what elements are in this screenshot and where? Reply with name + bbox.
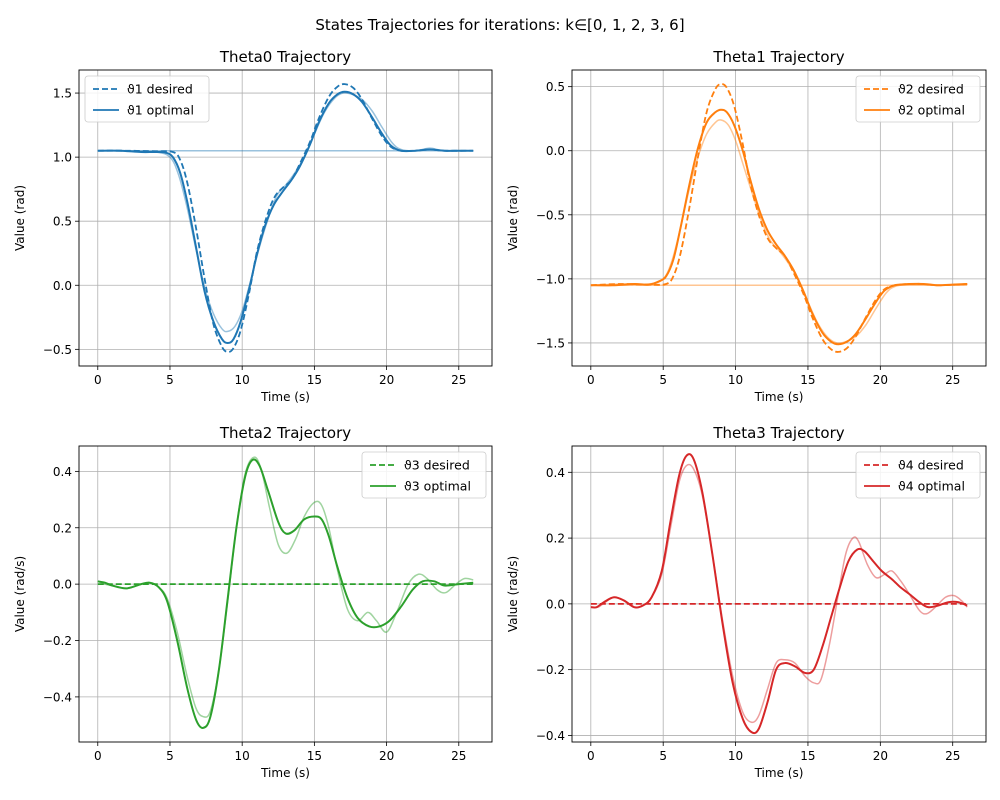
legend-label-1: ϑ2 optimal xyxy=(898,103,965,118)
plot-area xyxy=(590,453,968,735)
x-tick-label-2: 10 xyxy=(235,749,250,763)
y-tick-label-4: 0.5 xyxy=(546,80,565,94)
subplot-title: Theta3 Trajectory xyxy=(712,424,844,442)
y-tick-label-2: 0.5 xyxy=(53,215,72,229)
series-line-0 xyxy=(590,83,968,353)
plot-area xyxy=(590,83,968,353)
x-tick-label-3: 15 xyxy=(307,749,322,763)
y-tick-label-2: 0.0 xyxy=(53,578,72,592)
legend: ϑ3 desired ϑ3 optimal xyxy=(361,451,487,499)
x-axis-label: Time (s) xyxy=(754,390,804,404)
y-tick-label-3: 1.0 xyxy=(53,151,72,165)
series-line-0 xyxy=(97,83,474,353)
x-axis-label: Time (s) xyxy=(260,390,310,404)
legend-label-1: ϑ1 optimal xyxy=(127,103,194,118)
y-tick-label-1: 0.0 xyxy=(53,279,72,293)
legend-label-0: ϑ4 desired xyxy=(898,458,964,473)
y-tick-label-4: 1.5 xyxy=(53,87,72,101)
series-line-3 xyxy=(590,119,968,344)
x-tick-label-3: 15 xyxy=(800,373,815,387)
legend: ϑ1 desired ϑ1 optimal xyxy=(84,75,210,123)
legend-label-0: ϑ1 desired xyxy=(127,82,193,97)
x-tick-label-1: 5 xyxy=(659,373,667,387)
y-tick-label-3: 0.2 xyxy=(546,532,565,546)
x-tick-label-2: 10 xyxy=(235,373,250,387)
x-tick-label-5: 25 xyxy=(451,373,466,387)
y-tick-label-4: 0.4 xyxy=(53,465,72,479)
x-tick-label-5: 25 xyxy=(945,373,960,387)
x-tick-label-1: 5 xyxy=(166,373,174,387)
axes-frame xyxy=(78,69,493,367)
y-tick-label-2: 0.0 xyxy=(546,597,565,611)
legend-label-0: ϑ3 desired xyxy=(404,458,470,473)
x-tick-label-2: 10 xyxy=(728,373,743,387)
y-tick-label-0: −1.5 xyxy=(536,336,565,350)
x-tick-label-4: 20 xyxy=(379,749,394,763)
x-tick-label-4: 20 xyxy=(873,373,888,387)
axes-frame xyxy=(78,445,493,743)
series-line-1 xyxy=(97,458,474,729)
x-tick-label-0: 0 xyxy=(94,373,102,387)
y-tick-label-0: −0.4 xyxy=(536,729,565,743)
x-axis-label: Time (s) xyxy=(754,766,804,780)
series-line-2 xyxy=(590,463,968,724)
y-tick-label-3: 0.2 xyxy=(53,521,72,535)
subplot-1: 0 5 10 15 20 25 −1.5 −1.0 −0.5 0.0 0.5 Theta1 Traje… xyxy=(506,48,987,404)
subplot-title: Theta2 Trajectory xyxy=(219,424,351,442)
plot-area xyxy=(97,83,474,353)
x-tick-label-2: 10 xyxy=(728,749,743,763)
x-tick-label-3: 15 xyxy=(307,373,322,387)
subplot-2: 0 5 10 15 20 25 −0.4 −0.2 0.0 0.2 0.4 Theta2 Trajec… xyxy=(13,424,493,780)
legend: ϑ4 desired ϑ4 optimal xyxy=(855,451,981,499)
y-tick-label-1: −0.2 xyxy=(536,663,565,677)
y-tick-label-2: −0.5 xyxy=(536,208,565,222)
figure-suptitle: States Trajectories for iterations: k∈[0… xyxy=(315,16,684,34)
plot-area xyxy=(97,456,474,729)
series-line-1 xyxy=(590,453,968,735)
subplot-3: 0 5 10 15 20 25 −0.4 −0.2 0.0 0.2 0.4 Theta3 Trajec… xyxy=(506,424,987,780)
y-tick-label-1: −1.0 xyxy=(536,272,565,286)
x-tick-label-4: 20 xyxy=(379,373,394,387)
legend-label-1: ϑ4 optimal xyxy=(898,479,965,494)
x-tick-label-5: 25 xyxy=(451,749,466,763)
legend-label-0: ϑ2 desired xyxy=(898,82,964,97)
series-line-1 xyxy=(590,108,968,346)
x-tick-label-5: 25 xyxy=(945,749,960,763)
x-tick-label-1: 5 xyxy=(659,749,667,763)
y-tick-label-0: −0.5 xyxy=(43,343,72,357)
y-axis-label: Value (rad/s) xyxy=(506,556,520,632)
x-tick-label-3: 15 xyxy=(800,749,815,763)
x-axis-label: Time (s) xyxy=(260,766,310,780)
x-tick-label-0: 0 xyxy=(94,749,102,763)
y-tick-label-0: −0.4 xyxy=(43,690,72,704)
x-tick-label-1: 5 xyxy=(166,749,174,763)
legend-label-1: ϑ3 optimal xyxy=(404,479,471,494)
y-axis-label: Value (rad) xyxy=(506,185,520,251)
y-tick-label-1: −0.2 xyxy=(43,634,72,648)
subplot-title: Theta1 Trajectory xyxy=(712,48,844,66)
axes-frame xyxy=(571,69,987,367)
x-tick-label-0: 0 xyxy=(587,373,595,387)
y-tick-label-3: 0.0 xyxy=(546,144,565,158)
series-line-1 xyxy=(97,90,474,344)
subplot-0: 0 5 10 15 20 25 −0.5 0.0 0.5 1.0 1.5 Theta0 Traject… xyxy=(13,48,493,404)
subplot-title: Theta0 Trajectory xyxy=(219,48,351,66)
legend: ϑ2 desired ϑ2 optimal xyxy=(855,75,981,123)
axes-frame xyxy=(571,445,987,743)
series-line-3 xyxy=(97,92,474,333)
x-tick-label-0: 0 xyxy=(587,749,595,763)
y-axis-label: Value (rad) xyxy=(13,185,27,251)
y-axis-label: Value (rad/s) xyxy=(13,556,27,632)
x-tick-label-4: 20 xyxy=(873,749,888,763)
y-tick-label-4: 0.4 xyxy=(546,466,565,480)
